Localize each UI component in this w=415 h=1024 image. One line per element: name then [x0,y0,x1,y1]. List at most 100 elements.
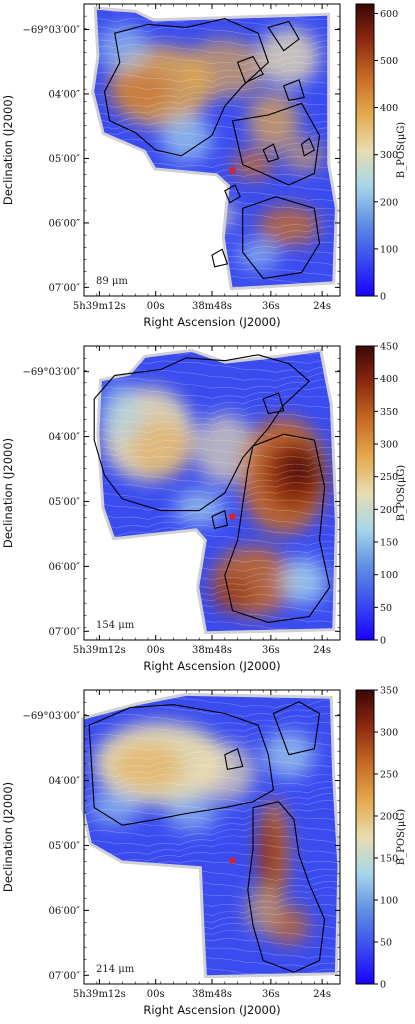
panel-3: 5h39m12s 00s 38m48s 36s 24s −69°03′00″ 04′00″ 0… [1,686,407,1018]
y-tick-label: −69°03′00″ [22,711,80,722]
x-tick-label: 36s [262,645,280,656]
colorbar-tick-label: 0 [380,292,386,303]
intensity-region [281,448,317,491]
y-tick-label: 04′00″ [49,776,81,787]
colorbar-tick-label: 300 [380,440,398,451]
x-axis-label: Right Ascension (J2000) [143,659,280,673]
y-tick-label: 04′00″ [49,89,81,100]
colorbar-tick-label: 250 [380,770,398,781]
y-tick-label: −69°03′00″ [22,25,80,36]
colorbar-tick-label: 100 [380,244,398,255]
y-axis-label: Declination (J2000) [1,438,15,548]
colorbar-tick-label: 350 [380,686,398,697]
star-marker [227,855,238,865]
wavelength-label: 89 μm [96,276,128,287]
y-tick-label: 07′00″ [49,971,81,982]
colorbar-tick-label: 200 [380,197,398,208]
intensity-region [160,114,212,162]
y-tick-label: −69°03′00″ [22,367,80,378]
colorbar-tick-label: 600 [380,9,398,20]
contour-line [93,354,311,512]
contour-line [247,801,326,973]
contour-line [211,248,229,268]
y-axis-label: Declination (J2000) [1,782,15,892]
x-tick-label: 24s [313,645,331,656]
x-tick-label: 38m48s [192,301,232,312]
contour-line [300,137,316,157]
contour-line [262,143,280,163]
y-tick-label: 05′00″ [49,841,81,852]
intensity-region [96,24,148,72]
field-map [94,9,335,288]
colorbar-tick-label: 300 [380,728,398,739]
x-tick-label: 38m48s [192,645,232,656]
colorbar-tick-label: 100 [380,570,398,581]
intensity-region [165,795,218,832]
contour-line [103,18,269,157]
colorbar-tick-label: 150 [380,538,398,549]
colorbar-tick-label: 200 [380,505,398,516]
x-tick-label: 5h39m12s [73,989,126,1000]
intensity-region [245,887,282,934]
intensity-region [89,790,141,826]
y-tick-label: 07′00″ [49,627,81,638]
intensity-region [99,381,141,441]
colorbar-tick-label: 0 [380,636,386,647]
colorbar [355,3,375,297]
contour-line [224,184,241,204]
intensity-region [194,413,256,485]
y-tick-label: 05′00″ [49,497,81,508]
x-tick-label: 5h39m12s [73,301,126,312]
colorbar-tick-label: 100 [380,896,398,907]
x-tick-label: 36s [262,989,280,1000]
colorbar-tick-label: 150 [380,854,398,865]
contour-line [272,701,321,756]
y-tick-label: 04′00″ [49,432,81,443]
intensity-region [247,91,299,150]
colorbar-tick-label: 350 [380,407,398,418]
contours [88,701,326,973]
colorbar-tick-label: 300 [380,150,398,161]
x-axis-label: Right Ascension (J2000) [143,315,280,329]
x-tick-label: 00s [147,989,165,1000]
intensity-region [212,572,253,614]
x-tick-label: 00s [147,645,165,656]
intensity-region [109,68,171,115]
x-tick-label: 24s [313,989,331,1000]
wavelength-label: 154 μm [96,620,135,631]
intensity-region [281,557,328,605]
contour-line [231,102,321,186]
intensity-region [258,27,320,86]
contours [103,18,321,280]
intensity-region [258,816,279,887]
colorbar-label: B_POS(μG) [396,122,407,179]
intensity-region [173,490,225,526]
colorbar-label: B_POS(μG) [396,809,407,866]
y-tick-label: 07′00″ [49,283,81,294]
contour-line [211,509,229,529]
contour-line [224,748,244,771]
contours [93,354,331,623]
panel-2: 5h39m12s 00s 38m48s 36s 24s −69°03′00″ 04′00″ 0… [1,342,407,674]
contour-line [236,55,264,84]
star-marker [227,511,238,521]
y-tick-label: 06′00″ [49,218,81,229]
panel-1: 5h39m12s 00s 38m48s 36s 24s −69°03′00″ 04′00″ 0… [1,3,407,329]
colorbar-tick-label: 500 [380,56,398,67]
colorbar-label: B_POS(μG) [396,465,407,522]
colorbar-tick-label: 200 [380,812,398,823]
y-tick-label: 06′00″ [49,562,81,573]
colorbar [355,689,375,985]
x-tick-label: 36s [262,301,280,312]
colorbar-tick-label: 250 [380,472,398,483]
intensity-region [237,240,279,270]
intensity-region [232,150,274,180]
contour-line [88,704,274,826]
contour-line [224,433,331,623]
colorbar-tick-label: 400 [380,103,398,114]
x-tick-label: 5h39m12s [73,645,126,656]
intensity-region [130,419,192,479]
field-map [84,695,338,976]
x-tick-label: 24s [313,301,331,312]
